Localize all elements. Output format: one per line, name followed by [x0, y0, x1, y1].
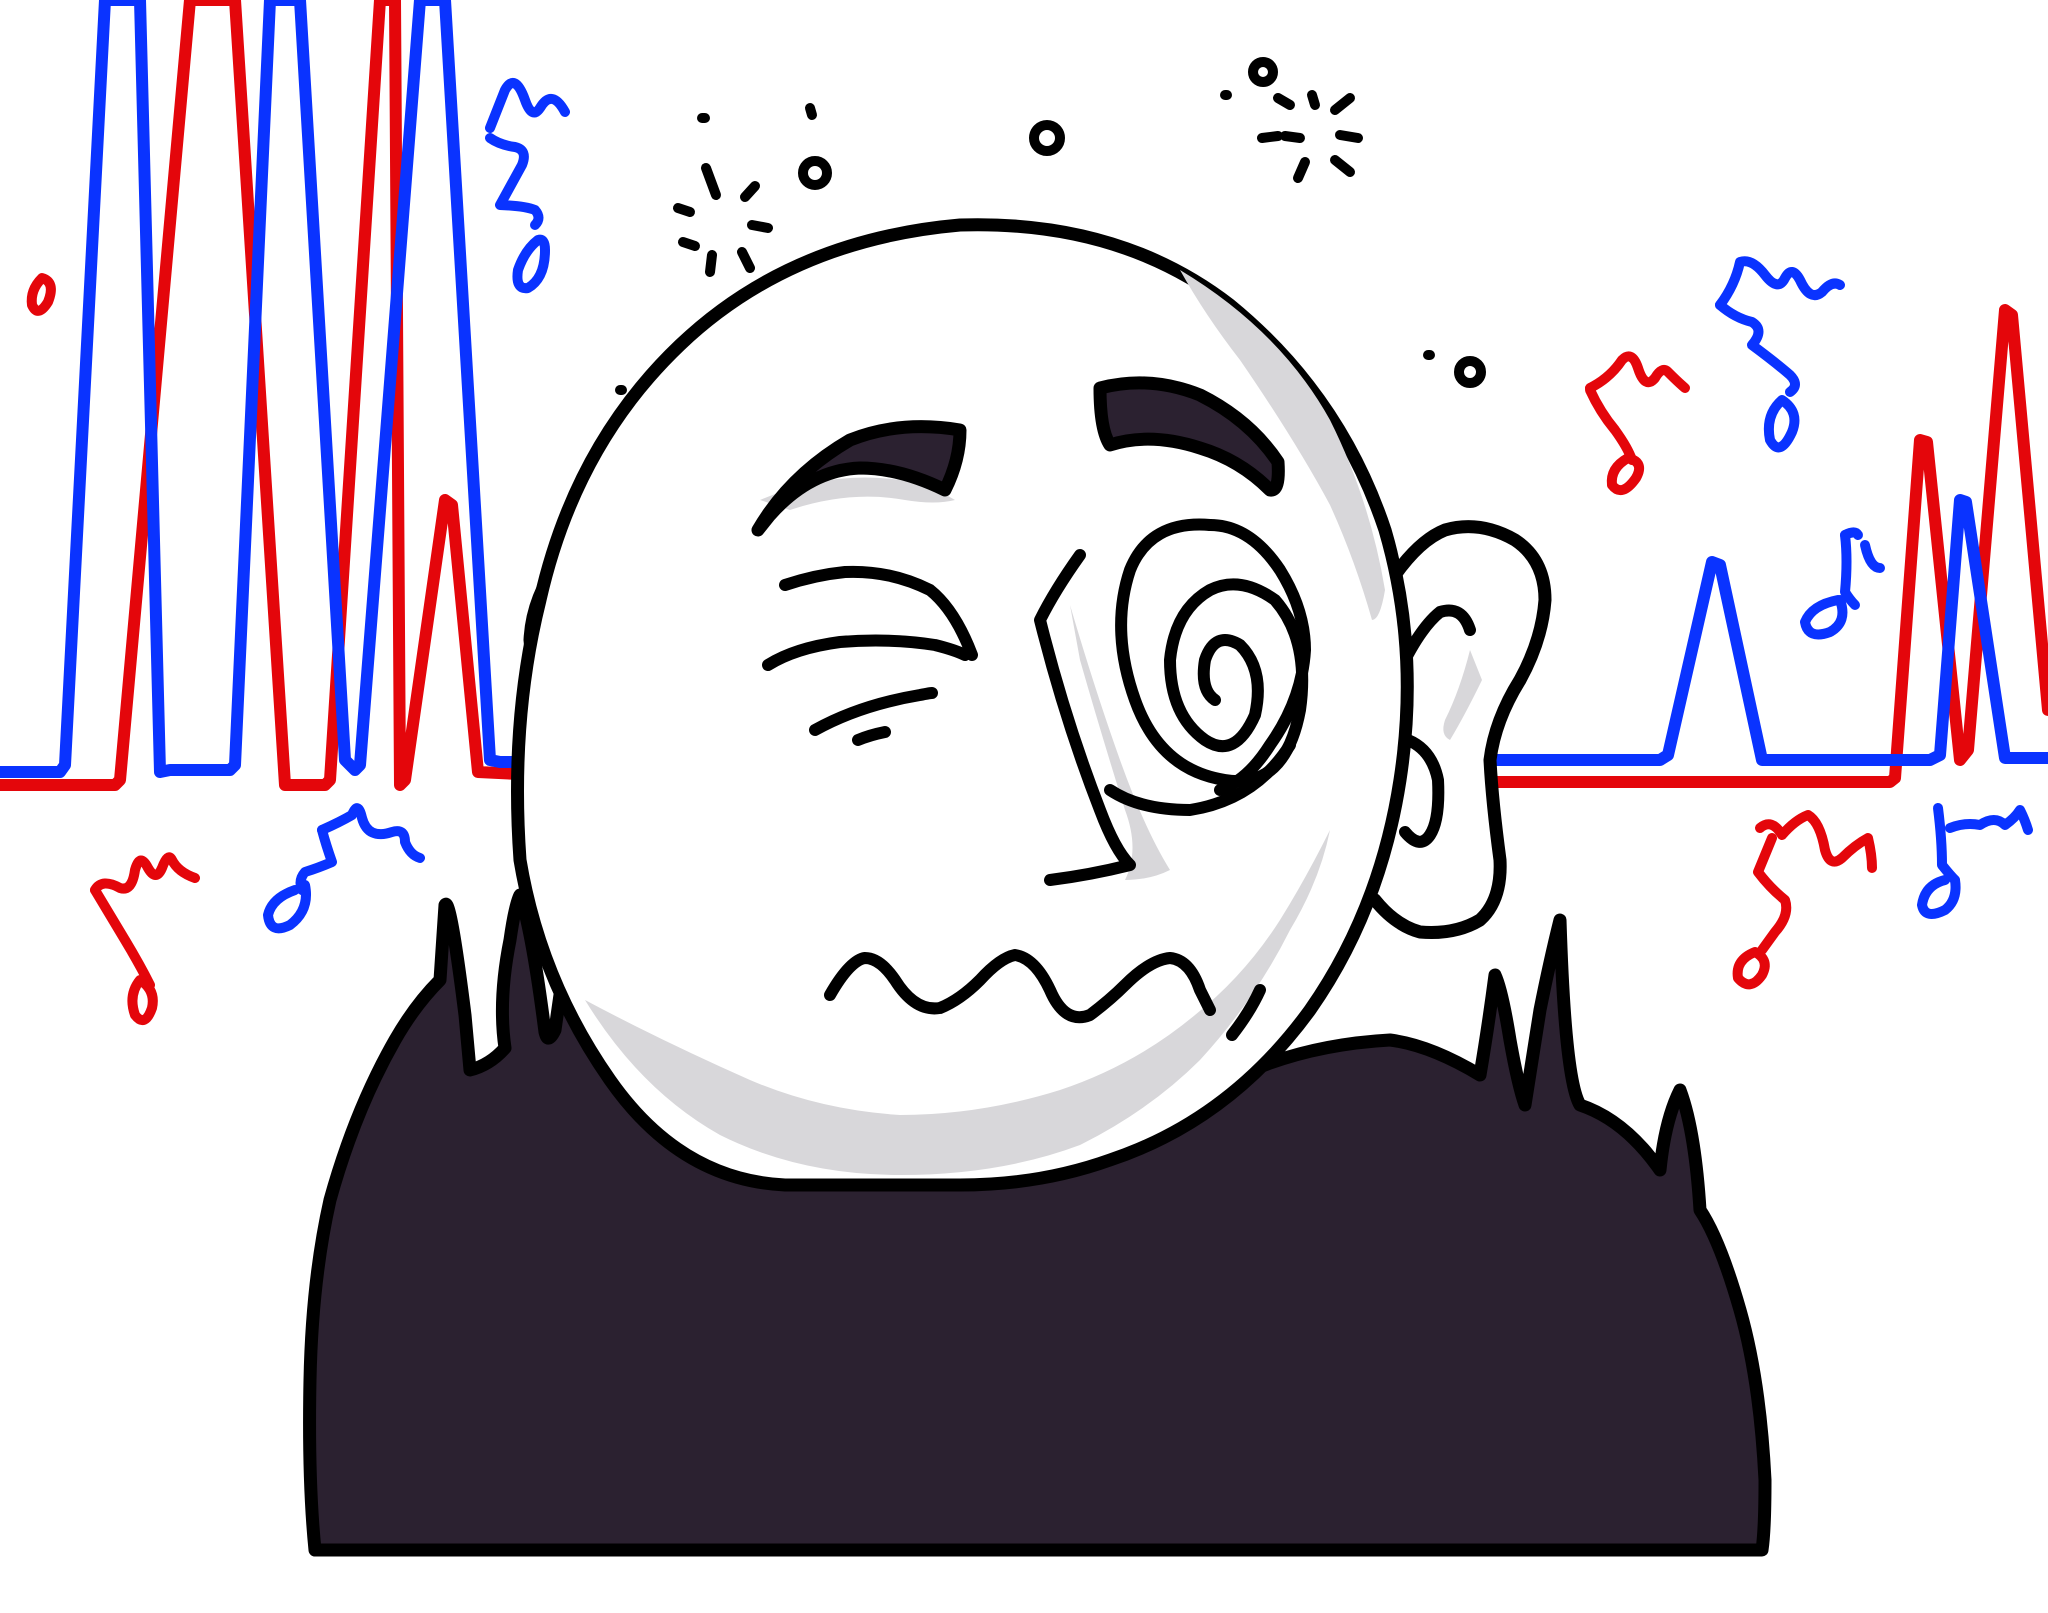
- mouth-dimple: [1226, 984, 1266, 1041]
- face: [511, 218, 1414, 1192]
- blue-wave-right: [1434, 494, 2048, 766]
- sound-wave-left: [0, 0, 646, 791]
- sparkle-dot: [1029, 120, 1065, 156]
- music-note-icon: [485, 78, 570, 294]
- music-note-icon: [1732, 810, 1877, 990]
- sparkle-icon: [1220, 57, 1363, 183]
- red-wave-left: [0, 0, 626, 791]
- music-note-icon: [1715, 256, 1845, 453]
- music-note-icon: [1917, 803, 2033, 919]
- red-wave-right: [1434, 304, 2048, 788]
- right-eye-outline: [1204, 519, 1311, 796]
- left-eye-lid-line: [762, 634, 971, 671]
- face-shadow-right: [1180, 270, 1385, 620]
- left-eye-lash-small: [852, 726, 891, 746]
- sound-wave-right: [1434, 304, 2048, 788]
- spiral-icon: [1115, 518, 1311, 796]
- left-eye-closed: [779, 565, 978, 661]
- nose: [1034, 549, 1136, 886]
- dizzy-sparks: [615, 57, 1486, 395]
- left-eyebrow: [751, 420, 967, 537]
- under-eye-line: [1104, 739, 1296, 816]
- music-note-icon: [26, 273, 56, 316]
- sparkle-dot: [1454, 356, 1486, 388]
- music-notes: [26, 78, 2033, 1026]
- music-note-icon: [90, 852, 200, 1026]
- right-ear-shadow: [1443, 650, 1482, 740]
- face-shadow-jaw: [585, 830, 1330, 1175]
- music-note-icon: [1585, 351, 1690, 496]
- wavy-mouth: [824, 949, 1216, 1024]
- music-note-icon: [1800, 527, 1885, 640]
- left-eye-lash: [809, 687, 938, 736]
- right-eye-spiral: [1115, 518, 1309, 788]
- music-note-icon: [263, 803, 425, 934]
- sparkle-icon: [673, 103, 832, 277]
- right-eyebrow: [1093, 376, 1285, 497]
